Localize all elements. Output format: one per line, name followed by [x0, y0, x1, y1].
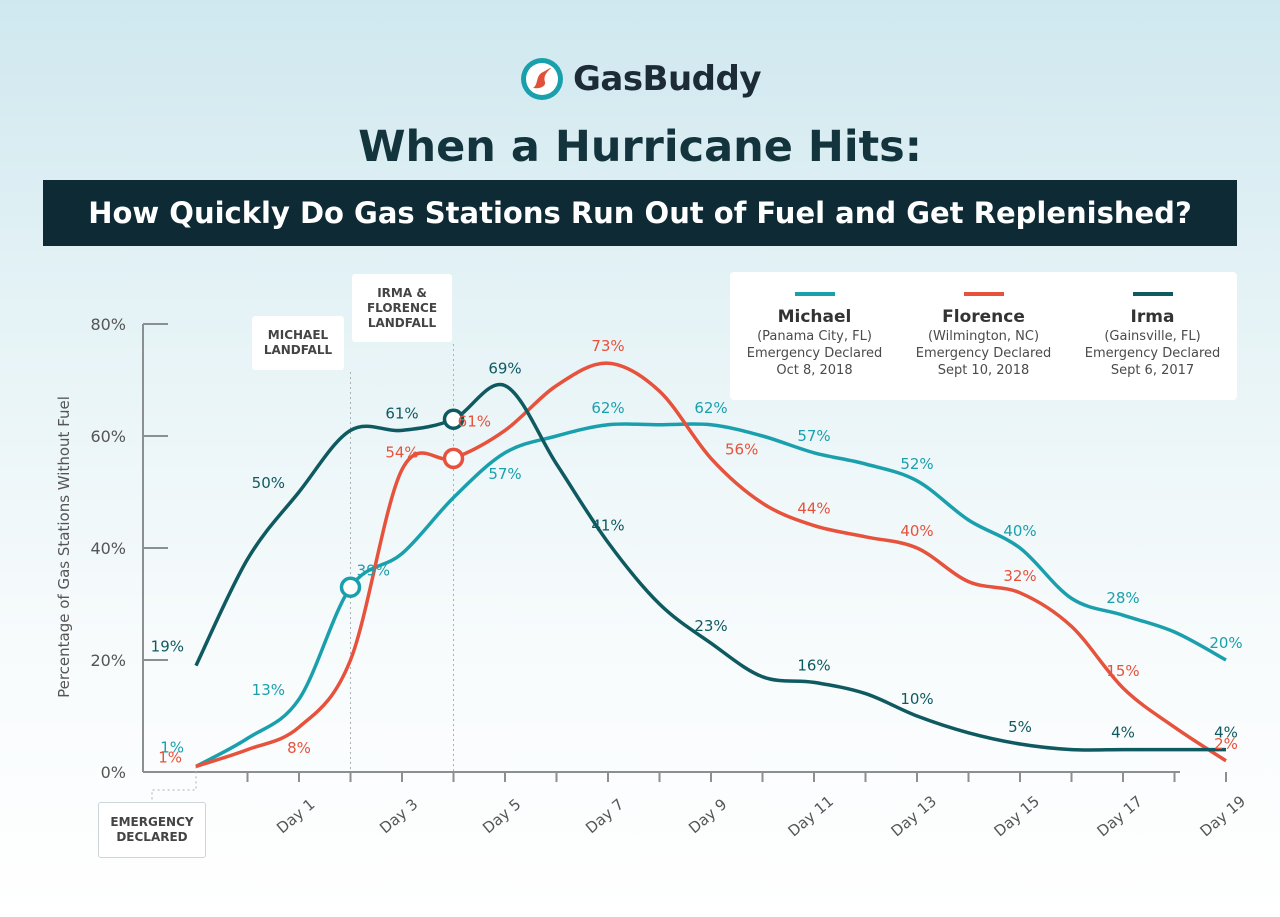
- legend-swatch-florence: [963, 292, 1004, 296]
- callout-emergency-declared: EMERGENCY DECLARED: [98, 802, 206, 858]
- landfall-marker-irma: [442, 408, 465, 430]
- data-label-michael: 40%: [1003, 522, 1036, 540]
- data-label-florence: 32%: [1003, 567, 1036, 585]
- data-label-irma: 41%: [591, 516, 624, 534]
- callout-irma-line2: FLORENCE: [366, 300, 438, 315]
- legend-swatch-irma: [1132, 292, 1173, 296]
- data-label-irma: 16%: [797, 656, 830, 674]
- x-tick-label: Day 5: [479, 795, 524, 837]
- x-tick-label: Day 15: [991, 792, 1044, 840]
- y-tick-label: 0%: [101, 763, 126, 782]
- data-label-irma: 4%: [1111, 724, 1135, 742]
- data-label-michael: 20%: [1209, 634, 1242, 652]
- legend-detail-michael-declared: Emergency Declared: [746, 346, 883, 361]
- legend-detail-michael-date: Oct 8, 2018: [776, 363, 853, 378]
- landfall-marker-florence: [442, 447, 465, 470]
- data-label-irma: 19%: [151, 638, 184, 656]
- data-label-florence: 73%: [591, 337, 624, 355]
- legend-swatch-michael: [794, 292, 835, 296]
- data-label-irma: 61%: [385, 404, 418, 422]
- callout-irma-line1: IRMA &: [377, 285, 427, 300]
- data-label-florence: 15%: [1106, 662, 1139, 680]
- data-label-michael: 62%: [591, 399, 624, 417]
- page-subtitle: How Quickly Do Gas Stations Run Out of F…: [88, 196, 1192, 230]
- data-label-florence: 54%: [385, 444, 418, 462]
- y-axis-label: Percentage of Gas Stations Without Fuel: [55, 396, 73, 698]
- landfall-marker-michael: [339, 576, 362, 598]
- data-label-florence: 8%: [287, 739, 311, 757]
- legend-detail-florence-date: Sept 10, 2018: [937, 363, 1030, 378]
- data-label-florence: 40%: [900, 522, 933, 540]
- x-tick-label: Day 3: [376, 795, 421, 837]
- data-label-irma: 69%: [488, 360, 521, 378]
- legend-item-michael: Michael (Panama City, FL) Emergency Decl…: [735, 292, 895, 400]
- legend-detail-florence-declared: Emergency Declared: [915, 346, 1052, 361]
- data-label-michael: 57%: [797, 427, 830, 445]
- legend-detail-florence-location: (Wilmington, NC): [927, 329, 1040, 344]
- data-label-michael: 57%: [488, 465, 521, 483]
- callout-michael-line2: LANDFALL: [263, 343, 333, 357]
- subtitle-band: How Quickly Do Gas Stations Run Out of F…: [43, 180, 1237, 246]
- legend-detail-irma-location: (Gainsville, FL): [1104, 329, 1201, 344]
- data-label-irma: 4%: [1214, 724, 1238, 742]
- data-label-florence: 61%: [458, 412, 491, 430]
- data-label-michael: 1%: [160, 738, 184, 756]
- legend-detail-irma-declared: Emergency Declared: [1084, 346, 1221, 361]
- data-label-irma: 23%: [694, 617, 727, 635]
- data-label-michael: 52%: [900, 455, 933, 473]
- y-tick-label: 60%: [90, 427, 126, 446]
- data-label-michael: 28%: [1106, 589, 1139, 607]
- legend-detail-irma-date: Sept 6, 2017: [1110, 363, 1195, 378]
- series-line-florence: [195, 361, 1227, 769]
- x-tick-label: Day 7: [582, 795, 627, 837]
- data-label-florence: 1%: [158, 748, 182, 766]
- data-label-michael: 62%: [694, 399, 727, 417]
- chart-legend: Michael (Panama City, FL) Emergency Decl…: [730, 272, 1237, 400]
- legend-name-michael: Michael: [777, 307, 852, 327]
- y-tick-label: 20%: [90, 651, 126, 670]
- series-line-irma: [194, 382, 1226, 752]
- data-label-michael: 13%: [252, 681, 285, 699]
- data-label-florence: 2%: [1214, 735, 1238, 753]
- callout-michael-line1: MICHAEL: [267, 328, 329, 342]
- callout-irma-florence-landfall: IRMA & FLORENCE LANDFALL: [352, 274, 452, 342]
- legend-name-florence: Florence: [942, 307, 1025, 327]
- data-label-irma: 5%: [1008, 718, 1032, 736]
- emergency-guide: [151, 766, 197, 802]
- x-tick-label: Day 1: [273, 795, 318, 837]
- road-drop-icon: [520, 58, 563, 100]
- x-tick-label: Day 13: [888, 792, 941, 840]
- brand-name: GasBuddy: [572, 59, 762, 99]
- x-tick-label: Day 17: [1094, 792, 1147, 840]
- data-label-irma: 50%: [252, 474, 285, 492]
- legend-item-irma: Irma (Gainsville, FL) Emergency Declared…: [1073, 292, 1233, 400]
- legend-detail-michael-location: (Panama City, FL): [757, 329, 872, 344]
- x-tick-label: Day 11: [785, 792, 838, 840]
- x-tick-label: Day 19: [1197, 792, 1250, 840]
- callout-michael-landfall: MICHAEL LANDFALL: [252, 316, 344, 370]
- callout-irma-line3: LANDFALL: [367, 315, 437, 330]
- y-tick-label: 80%: [90, 315, 126, 334]
- callout-emergency-line1: EMERGENCY: [110, 815, 194, 829]
- data-label-irma: 10%: [900, 690, 933, 708]
- data-label-florence: 56%: [725, 440, 758, 458]
- callout-emergency-line2: DECLARED: [116, 830, 188, 844]
- data-label-michael: 39%: [357, 562, 390, 580]
- data-label-florence: 44%: [797, 500, 830, 518]
- legend-item-florence: Florence (Wilmington, NC) Emergency Decl…: [904, 292, 1064, 400]
- brand-logo: GasBuddy: [0, 56, 1280, 102]
- page-title: When a Hurricane Hits:: [358, 122, 922, 172]
- y-tick-label: 40%: [90, 539, 126, 558]
- x-tick-label: Day 9: [685, 795, 730, 837]
- legend-name-irma: Irma: [1130, 307, 1175, 327]
